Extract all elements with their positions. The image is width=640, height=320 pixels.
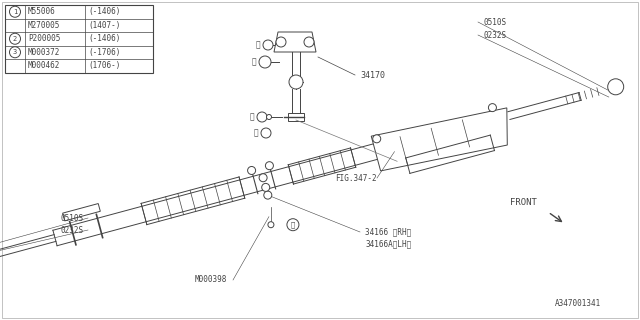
Text: M270005: M270005 (28, 21, 60, 30)
Text: A347001341: A347001341 (555, 299, 601, 308)
Text: 0232S: 0232S (483, 30, 506, 39)
Circle shape (304, 37, 314, 47)
Circle shape (259, 174, 267, 182)
Text: ②: ② (255, 41, 260, 50)
Circle shape (266, 162, 273, 170)
Text: M000398: M000398 (195, 276, 227, 284)
Text: 34166A〈LH〉: 34166A〈LH〉 (365, 239, 412, 249)
Text: (1407-): (1407-) (88, 21, 120, 30)
Text: (-1706): (-1706) (88, 48, 120, 57)
Text: M55006: M55006 (28, 7, 56, 16)
Circle shape (608, 79, 624, 95)
Text: ①: ① (252, 58, 256, 67)
Circle shape (372, 135, 381, 143)
Text: P200005: P200005 (28, 34, 60, 43)
Circle shape (276, 37, 286, 47)
Circle shape (259, 56, 271, 68)
Circle shape (264, 191, 272, 199)
Circle shape (248, 166, 255, 174)
Text: 34170: 34170 (360, 70, 385, 79)
Circle shape (289, 75, 303, 89)
Text: M000372: M000372 (28, 48, 60, 57)
Text: (1706-): (1706-) (88, 61, 120, 70)
Polygon shape (274, 32, 316, 52)
Circle shape (257, 112, 267, 122)
Text: 1: 1 (13, 9, 17, 15)
Polygon shape (371, 108, 508, 171)
Text: ②: ② (253, 129, 258, 138)
Polygon shape (63, 204, 100, 221)
Text: M000462: M000462 (28, 61, 60, 70)
Text: 0232S: 0232S (60, 226, 83, 235)
Circle shape (268, 222, 274, 228)
Text: 0510S: 0510S (483, 18, 506, 27)
Circle shape (10, 47, 20, 58)
Text: (-1406): (-1406) (88, 34, 120, 43)
Text: 34166 〈RH〉: 34166 〈RH〉 (365, 228, 412, 236)
Circle shape (287, 219, 299, 231)
Text: 0510S: 0510S (60, 213, 83, 222)
Circle shape (266, 115, 271, 119)
Text: FRONT: FRONT (510, 197, 537, 206)
Circle shape (261, 128, 271, 138)
Circle shape (262, 183, 269, 191)
Circle shape (10, 33, 20, 44)
Bar (5, 5, 153, 73)
Text: ①: ① (250, 113, 254, 122)
Circle shape (263, 40, 273, 50)
Text: 2: 2 (13, 36, 17, 42)
Text: ③: ③ (291, 221, 295, 228)
Bar (288, 113, 304, 121)
Text: 3: 3 (13, 49, 17, 55)
Circle shape (10, 6, 20, 17)
Text: (-1406): (-1406) (88, 7, 120, 16)
Circle shape (488, 104, 497, 112)
Text: FIG.347-2: FIG.347-2 (335, 173, 376, 182)
